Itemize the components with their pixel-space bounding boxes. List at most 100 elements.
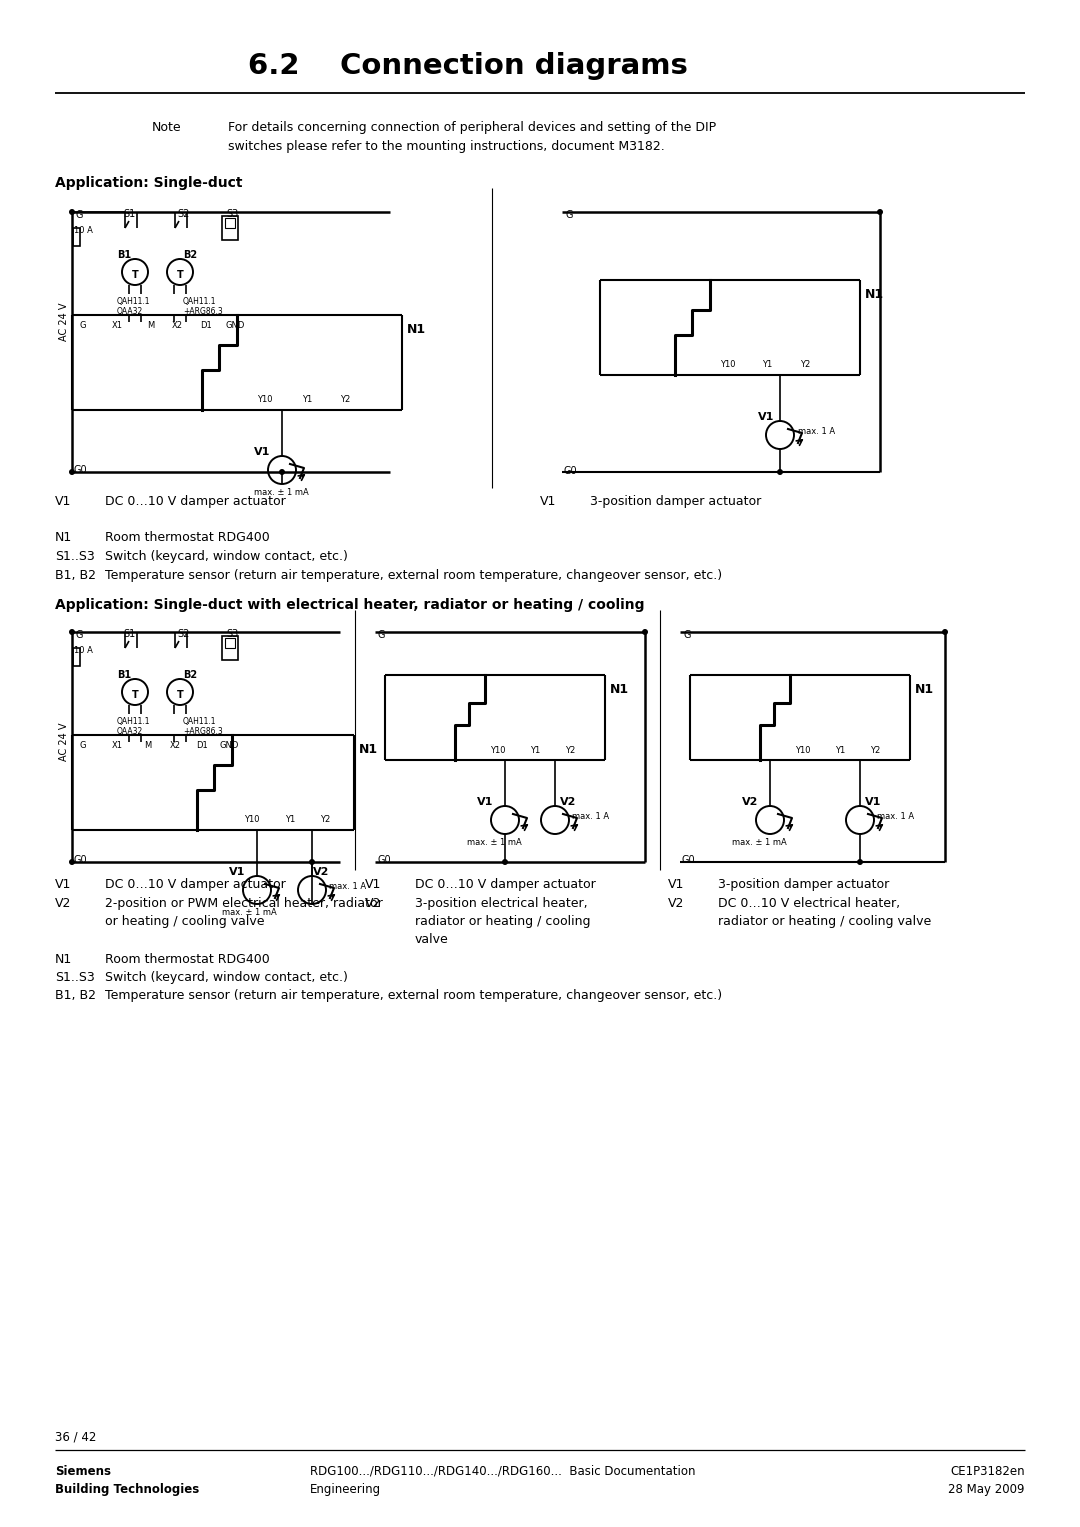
Text: B2: B2 bbox=[183, 670, 198, 680]
Text: Temperature sensor (return air temperature, external room temperature, changeove: Temperature sensor (return air temperatu… bbox=[105, 989, 723, 1002]
Text: or heating / cooling valve: or heating / cooling valve bbox=[105, 915, 265, 928]
Text: D1: D1 bbox=[195, 741, 207, 750]
Text: QAH11.1: QAH11.1 bbox=[117, 296, 150, 305]
Text: GND: GND bbox=[220, 741, 240, 750]
Circle shape bbox=[69, 469, 75, 475]
Text: QAA32: QAA32 bbox=[117, 727, 144, 736]
Text: max. ± 1 mA: max. ± 1 mA bbox=[254, 489, 309, 496]
Text: V2: V2 bbox=[55, 896, 71, 910]
Text: 3-position electrical heater,: 3-position electrical heater, bbox=[415, 896, 588, 910]
Text: Y1: Y1 bbox=[762, 360, 772, 370]
Text: V1: V1 bbox=[758, 412, 774, 421]
Text: G: G bbox=[565, 211, 572, 220]
Text: +ARG86.3: +ARG86.3 bbox=[183, 307, 222, 316]
Circle shape bbox=[491, 806, 519, 834]
Text: G0: G0 bbox=[75, 855, 87, 864]
Text: M: M bbox=[144, 741, 151, 750]
Text: Y2: Y2 bbox=[320, 815, 330, 825]
Text: V1: V1 bbox=[55, 878, 71, 890]
Text: DC 0…10 V damper actuator: DC 0…10 V damper actuator bbox=[105, 878, 286, 890]
Text: B1, B2: B1, B2 bbox=[55, 989, 96, 1002]
Text: Y2: Y2 bbox=[340, 395, 350, 405]
Text: QAH11.1: QAH11.1 bbox=[183, 296, 216, 305]
Circle shape bbox=[541, 806, 569, 834]
Text: S2: S2 bbox=[177, 629, 189, 638]
Text: Y10: Y10 bbox=[795, 747, 810, 754]
Text: S1: S1 bbox=[123, 629, 135, 638]
Circle shape bbox=[167, 680, 193, 705]
Text: switches please refer to the mounting instructions, document M3182.: switches please refer to the mounting in… bbox=[228, 140, 665, 153]
Text: B1: B1 bbox=[117, 250, 131, 260]
Text: max. 1 A: max. 1 A bbox=[329, 883, 366, 890]
Text: Y2: Y2 bbox=[870, 747, 880, 754]
Text: 3-position damper actuator: 3-position damper actuator bbox=[590, 495, 761, 508]
Text: radiator or heating / cooling valve: radiator or heating / cooling valve bbox=[718, 915, 931, 928]
Text: N1: N1 bbox=[55, 531, 72, 544]
Circle shape bbox=[279, 469, 285, 475]
Circle shape bbox=[502, 860, 508, 864]
Circle shape bbox=[69, 860, 75, 864]
Text: X1: X1 bbox=[112, 321, 123, 330]
Text: 10 A: 10 A bbox=[75, 646, 93, 655]
Text: T: T bbox=[177, 270, 184, 279]
Text: B2: B2 bbox=[183, 250, 198, 260]
Circle shape bbox=[122, 260, 148, 286]
Circle shape bbox=[69, 209, 75, 215]
Text: X1: X1 bbox=[112, 741, 123, 750]
Bar bbox=[225, 638, 235, 647]
Text: N1: N1 bbox=[55, 953, 72, 967]
Text: RDG100.../RDG110.../RDG140.../RDG160...  Basic Documentation: RDG100.../RDG110.../RDG140.../RDG160... … bbox=[310, 1464, 696, 1478]
Text: Y10: Y10 bbox=[244, 815, 259, 825]
Text: +ARG86.3: +ARG86.3 bbox=[183, 727, 222, 736]
Text: max. ± 1 mA: max. ± 1 mA bbox=[732, 838, 786, 847]
Text: DC 0…10 V damper actuator: DC 0…10 V damper actuator bbox=[415, 878, 596, 890]
Text: V2: V2 bbox=[669, 896, 685, 910]
Text: X2: X2 bbox=[172, 321, 183, 330]
Text: Siemens: Siemens bbox=[55, 1464, 111, 1478]
Text: Building Technologies: Building Technologies bbox=[55, 1483, 199, 1496]
Text: T: T bbox=[132, 690, 138, 699]
Text: Y1: Y1 bbox=[530, 747, 540, 754]
Text: Room thermostat RDG400: Room thermostat RDG400 bbox=[105, 953, 270, 967]
Text: N1: N1 bbox=[610, 683, 630, 696]
Text: Y1: Y1 bbox=[285, 815, 295, 825]
Text: V1: V1 bbox=[540, 495, 556, 508]
Text: S1: S1 bbox=[123, 209, 135, 218]
Text: Switch (keycard, window contact, etc.): Switch (keycard, window contact, etc.) bbox=[105, 971, 348, 983]
Text: QAA32: QAA32 bbox=[117, 307, 144, 316]
Text: 10 A: 10 A bbox=[75, 226, 93, 235]
Text: G: G bbox=[378, 631, 386, 640]
Text: radiator or heating / cooling: radiator or heating / cooling bbox=[415, 915, 591, 928]
Text: Y2: Y2 bbox=[565, 747, 576, 754]
Text: AC 24 V: AC 24 V bbox=[59, 302, 69, 341]
Text: V2: V2 bbox=[561, 797, 577, 806]
Bar bbox=[222, 215, 238, 240]
Text: 3-position damper actuator: 3-position damper actuator bbox=[718, 878, 889, 890]
Text: G: G bbox=[75, 211, 82, 220]
Circle shape bbox=[122, 680, 148, 705]
Circle shape bbox=[942, 629, 948, 635]
Text: S2: S2 bbox=[177, 209, 189, 218]
Text: V2: V2 bbox=[742, 797, 758, 806]
Text: V1: V1 bbox=[254, 447, 270, 457]
Text: T: T bbox=[132, 270, 138, 279]
Text: Y2: Y2 bbox=[800, 360, 810, 370]
Text: D1: D1 bbox=[200, 321, 212, 330]
Text: Note: Note bbox=[152, 121, 181, 134]
Circle shape bbox=[243, 876, 271, 904]
Text: N1: N1 bbox=[915, 683, 934, 696]
Circle shape bbox=[858, 860, 863, 864]
Text: 28 May 2009: 28 May 2009 bbox=[948, 1483, 1025, 1496]
Circle shape bbox=[777, 469, 783, 475]
Text: max. 1 A: max. 1 A bbox=[877, 812, 914, 822]
Bar bbox=[73, 647, 80, 666]
Circle shape bbox=[846, 806, 874, 834]
Text: X2: X2 bbox=[170, 741, 181, 750]
Text: max. ± 1 mA: max. ± 1 mA bbox=[222, 909, 276, 918]
Text: G0: G0 bbox=[681, 855, 696, 864]
Text: G: G bbox=[683, 631, 690, 640]
Text: V2: V2 bbox=[313, 867, 329, 876]
Text: AC 24 V: AC 24 V bbox=[59, 722, 69, 762]
Text: Y10: Y10 bbox=[720, 360, 735, 370]
Bar bbox=[222, 637, 238, 660]
